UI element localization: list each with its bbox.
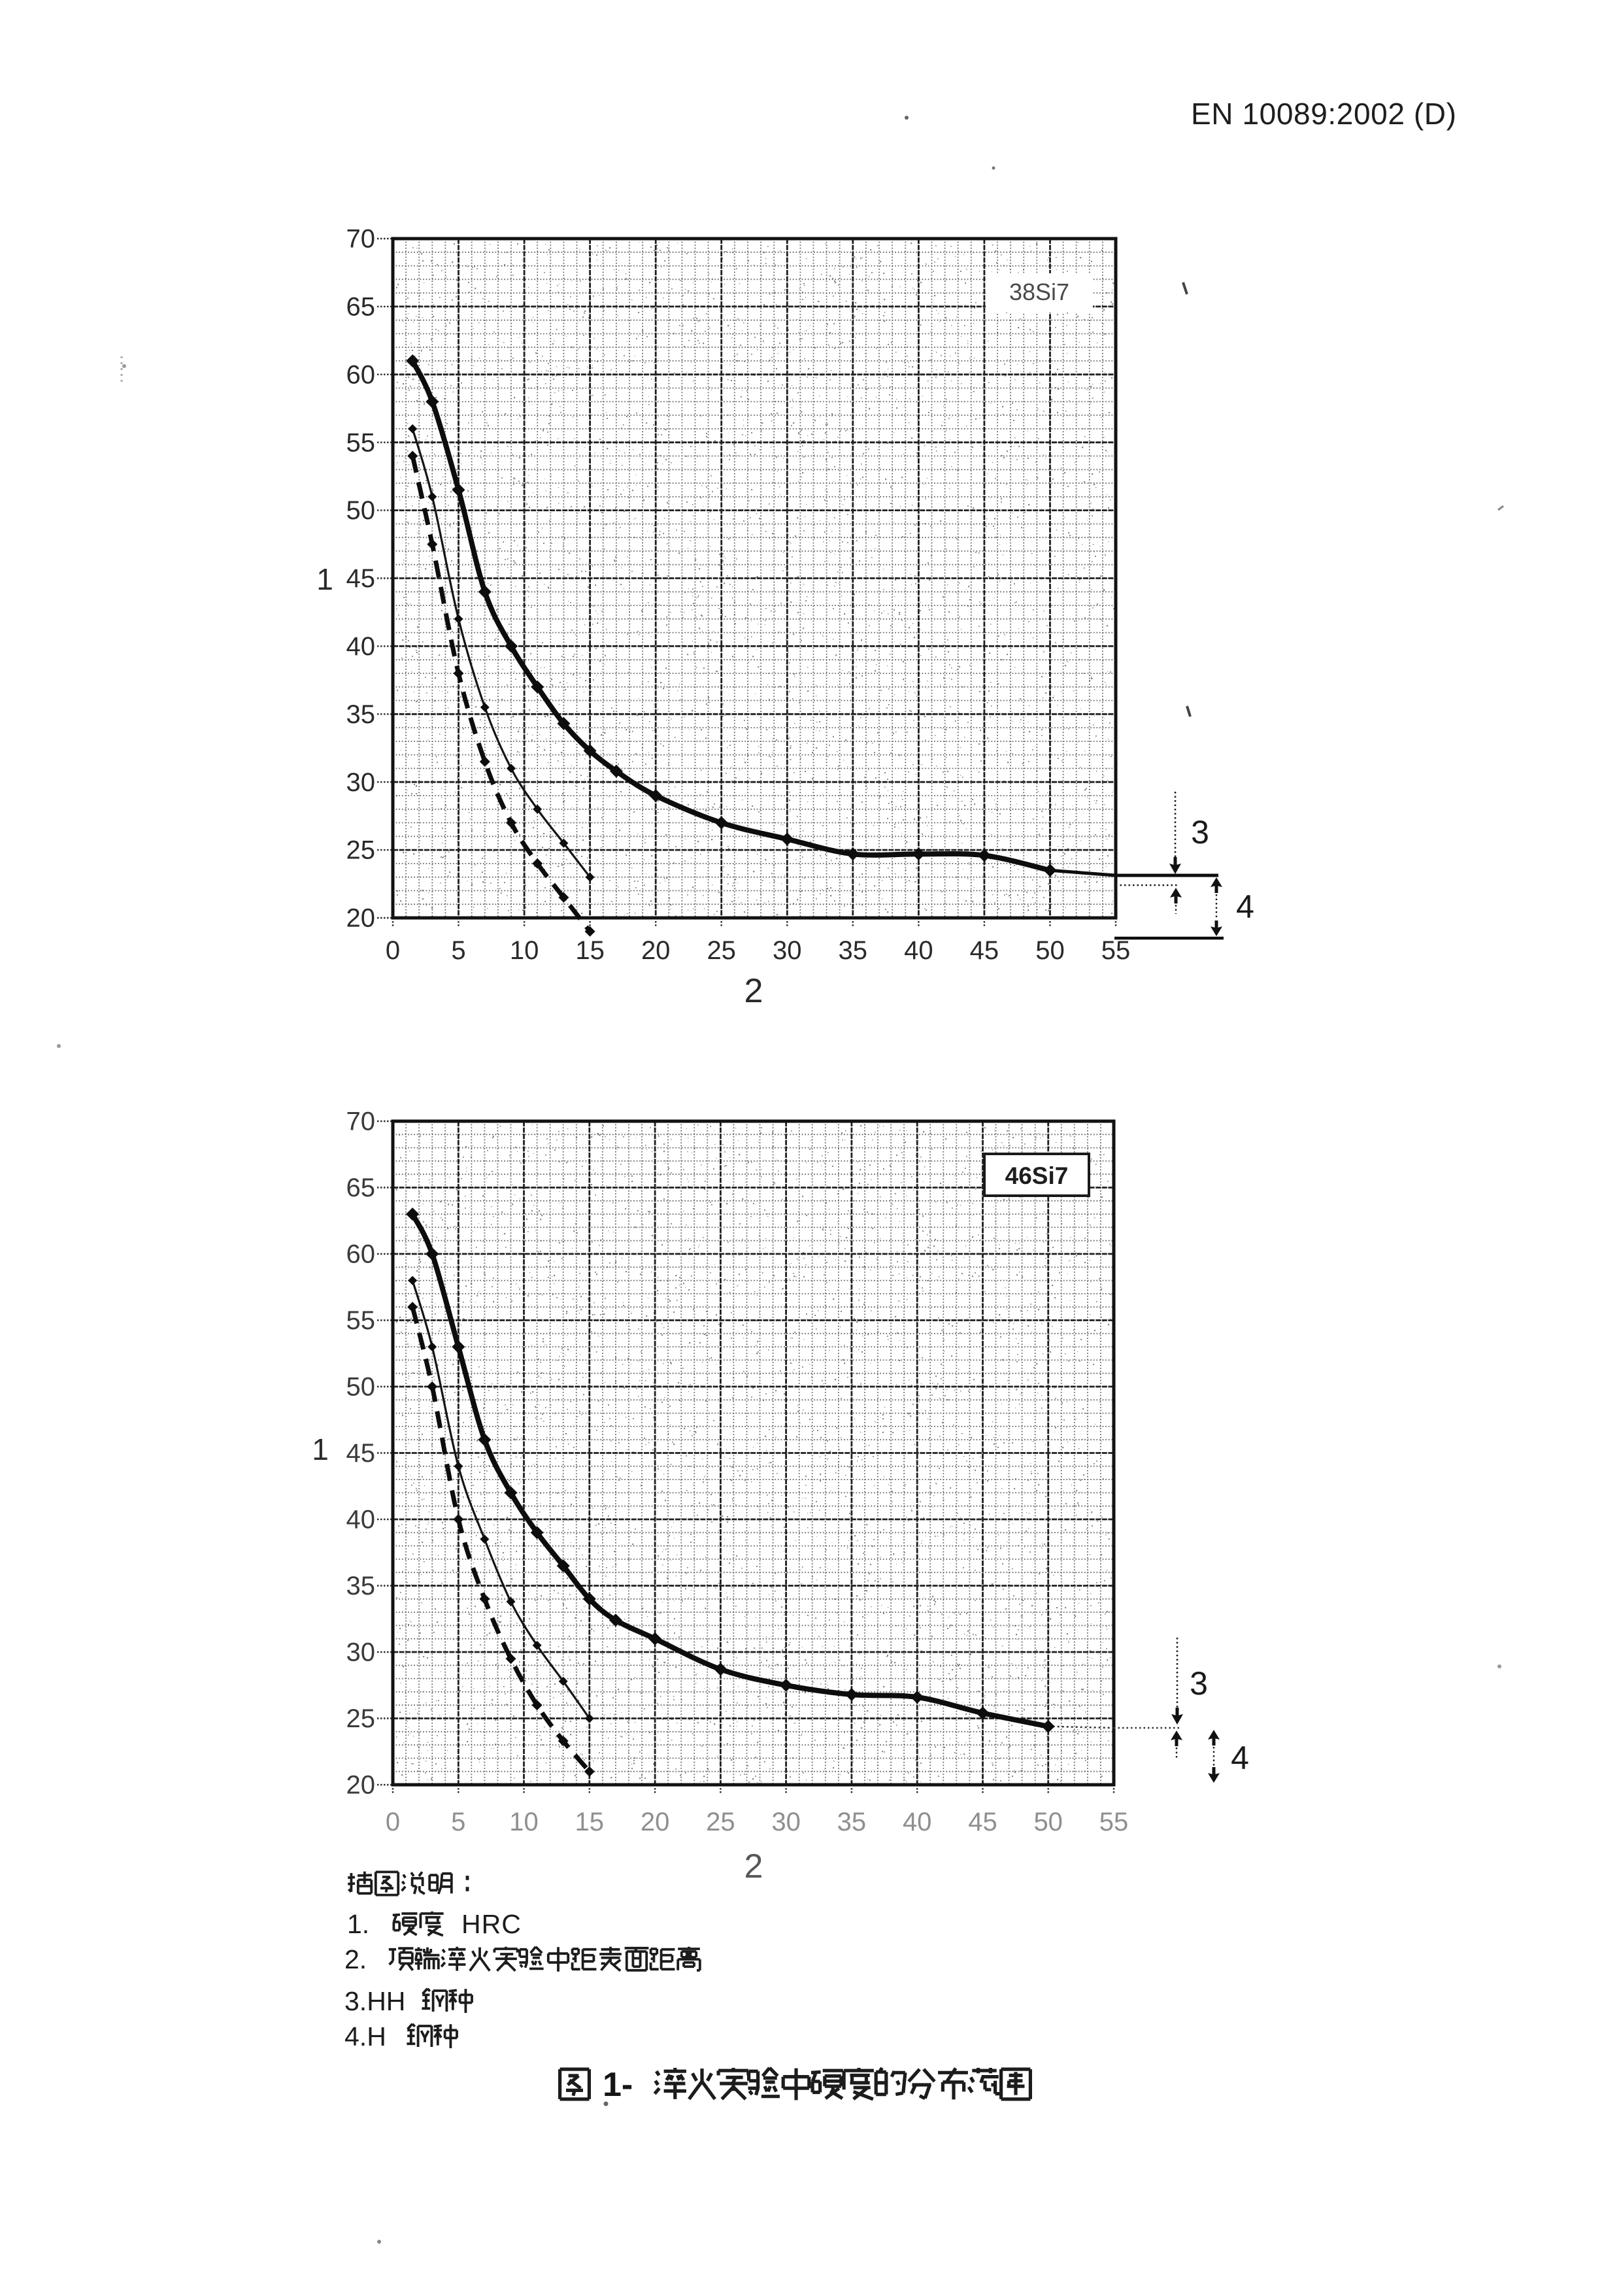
svg-text:4.H: 4.H [344,2021,386,2051]
svg-text:20: 20 [346,1771,376,1800]
svg-text:0: 0 [386,1808,400,1836]
svg-text:38Si7: 38Si7 [1009,279,1069,305]
svg-text:20: 20 [641,1808,670,1836]
svg-text:25: 25 [346,1704,376,1733]
svg-text:5: 5 [451,1808,465,1836]
svg-text:60: 60 [346,360,376,389]
svg-text:40: 40 [346,1506,376,1534]
svg-text:50: 50 [346,496,376,525]
svg-text:20: 20 [346,904,376,933]
svg-text:50: 50 [1035,936,1065,965]
svg-text:40: 40 [903,1808,932,1836]
svg-text:10: 10 [510,936,539,965]
svg-text:2: 2 [744,1848,763,1885]
svg-text:30: 30 [771,1808,801,1836]
svg-text:60: 60 [346,1240,376,1269]
svg-text:25: 25 [346,836,376,865]
svg-text:5: 5 [451,936,465,965]
svg-text:10: 10 [509,1808,539,1836]
svg-text:45: 45 [970,936,999,965]
svg-text:46Si7: 46Si7 [1005,1162,1069,1189]
svg-text:1.: 1. [347,1909,369,1939]
svg-text:35: 35 [346,700,376,729]
svg-text:3: 3 [1190,1665,1208,1702]
svg-text:EN 10089:2002 (D): EN 10089:2002 (D) [1191,97,1457,131]
svg-text:2: 2 [744,972,763,1010]
svg-text:65: 65 [346,293,376,322]
svg-text:30: 30 [773,936,802,965]
svg-text:55: 55 [346,1306,376,1335]
svg-text:45: 45 [346,564,376,593]
svg-text:3: 3 [1191,814,1209,851]
svg-text:70: 70 [346,1107,376,1136]
svg-text:0: 0 [386,936,400,965]
svg-text:25: 25 [706,1808,735,1836]
svg-text:20: 20 [641,936,671,965]
svg-text:45: 45 [968,1808,997,1836]
svg-text:40: 40 [346,632,376,661]
svg-text:40: 40 [904,936,933,965]
svg-text:4: 4 [1236,888,1254,925]
svg-text:15: 15 [575,1808,605,1836]
svg-text:65: 65 [346,1173,376,1202]
svg-text:55: 55 [1099,1808,1129,1836]
svg-text:30: 30 [346,1638,376,1667]
svg-text:2.: 2. [344,1944,367,1974]
svg-text:35: 35 [837,1808,867,1836]
svg-text:15: 15 [575,936,605,965]
svg-text:25: 25 [707,936,736,965]
svg-text:30: 30 [346,768,376,797]
svg-text:45: 45 [346,1439,376,1468]
svg-text:55: 55 [1101,936,1131,965]
svg-text:55: 55 [346,428,376,457]
svg-text:3.HH: 3.HH [344,1986,405,2016]
svg-text:35: 35 [346,1572,376,1600]
svg-text:50: 50 [346,1373,376,1402]
svg-text:HRC: HRC [461,1909,522,1939]
svg-text:1: 1 [312,1432,329,1466]
svg-text:4: 4 [1231,1740,1249,1776]
svg-text:1-: 1- [603,2066,633,2104]
svg-text:50: 50 [1033,1808,1063,1836]
svg-text:70: 70 [346,225,376,254]
svg-text:1: 1 [316,562,333,596]
svg-text:35: 35 [839,936,868,965]
